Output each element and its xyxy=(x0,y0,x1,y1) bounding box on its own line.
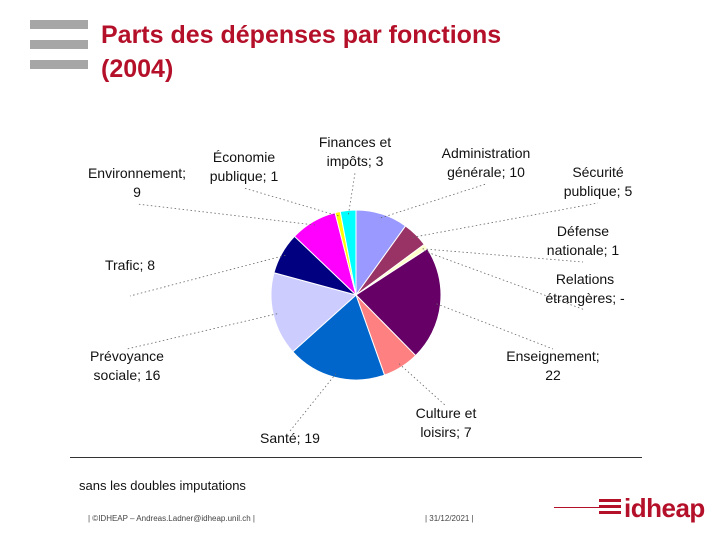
label-enseignement: Enseignement; 22 xyxy=(506,348,599,383)
leader-sante xyxy=(289,373,337,432)
idheap-logo: idheap xyxy=(554,493,705,526)
label-administration-generale: Administration générale; 10 xyxy=(442,145,531,180)
label-defense-nationale: Défense nationale; 1 xyxy=(547,223,620,258)
title-line-2: (2004) xyxy=(101,55,174,83)
label-trafic: Trafic; 8 xyxy=(105,257,155,273)
slide-title: Parts des dépenses par fonctions (2004) xyxy=(101,18,661,86)
slice-finances-et-impots xyxy=(339,209,357,296)
footer-date: | 31/12/2021 | xyxy=(425,514,474,523)
leader-finances-et-impots xyxy=(348,172,356,215)
leader-environnement xyxy=(136,203,316,226)
leader-prevoyance-sociale xyxy=(126,313,278,350)
leader-economie-publique xyxy=(243,187,339,217)
label-securite-publique: Sécurité publique; 5 xyxy=(564,164,633,199)
leader-securite-publique xyxy=(412,202,599,238)
title-line-1: Parts des dépenses par fonctions xyxy=(101,21,502,49)
leader-enseignement xyxy=(436,303,554,350)
slice-prevoyance-sociale xyxy=(270,272,358,353)
label-economie-publique: Économie publique; 1 xyxy=(210,149,279,184)
pie-slices xyxy=(270,209,442,381)
logo-lines-icon xyxy=(599,499,621,517)
logo-rule xyxy=(554,507,599,508)
divider-line xyxy=(70,457,642,458)
leader-trafic xyxy=(129,254,286,297)
label-sante: Santé; 19 xyxy=(260,430,320,446)
leader-administration-generale xyxy=(380,183,487,219)
leader-defense-nationale xyxy=(422,248,584,263)
footnote: sans les doubles imputations xyxy=(79,478,246,493)
label-prevoyance-sociale: Prévoyance sociale; 16 xyxy=(90,348,164,383)
leader-relations-etrangeres xyxy=(423,250,586,311)
label-finances-et-impots: Finances et impôts; 3 xyxy=(319,134,391,169)
logo-text: idheap xyxy=(624,493,705,523)
label-culture-et-loisirs: Culture et loisirs; 7 xyxy=(416,405,477,440)
leader-culture-et-loisirs xyxy=(398,363,447,407)
slice-labels: Administration générale; 10 Sécurité publiq… xyxy=(88,134,632,446)
slice-sante xyxy=(292,294,386,381)
slice-enseignement xyxy=(355,248,442,357)
label-environnement: Environnement; 9 xyxy=(88,165,186,200)
label-relations-etrangeres: Relations étrangères; - xyxy=(545,271,625,306)
footer-author: | ©IDHEAP – Andreas.Ladner@idheap.unil.c… xyxy=(88,514,256,523)
decorative-bars xyxy=(30,20,88,80)
pie-chart: Administration générale; 10 Sécurité publiq… xyxy=(88,134,632,446)
leader-lines xyxy=(126,172,599,432)
